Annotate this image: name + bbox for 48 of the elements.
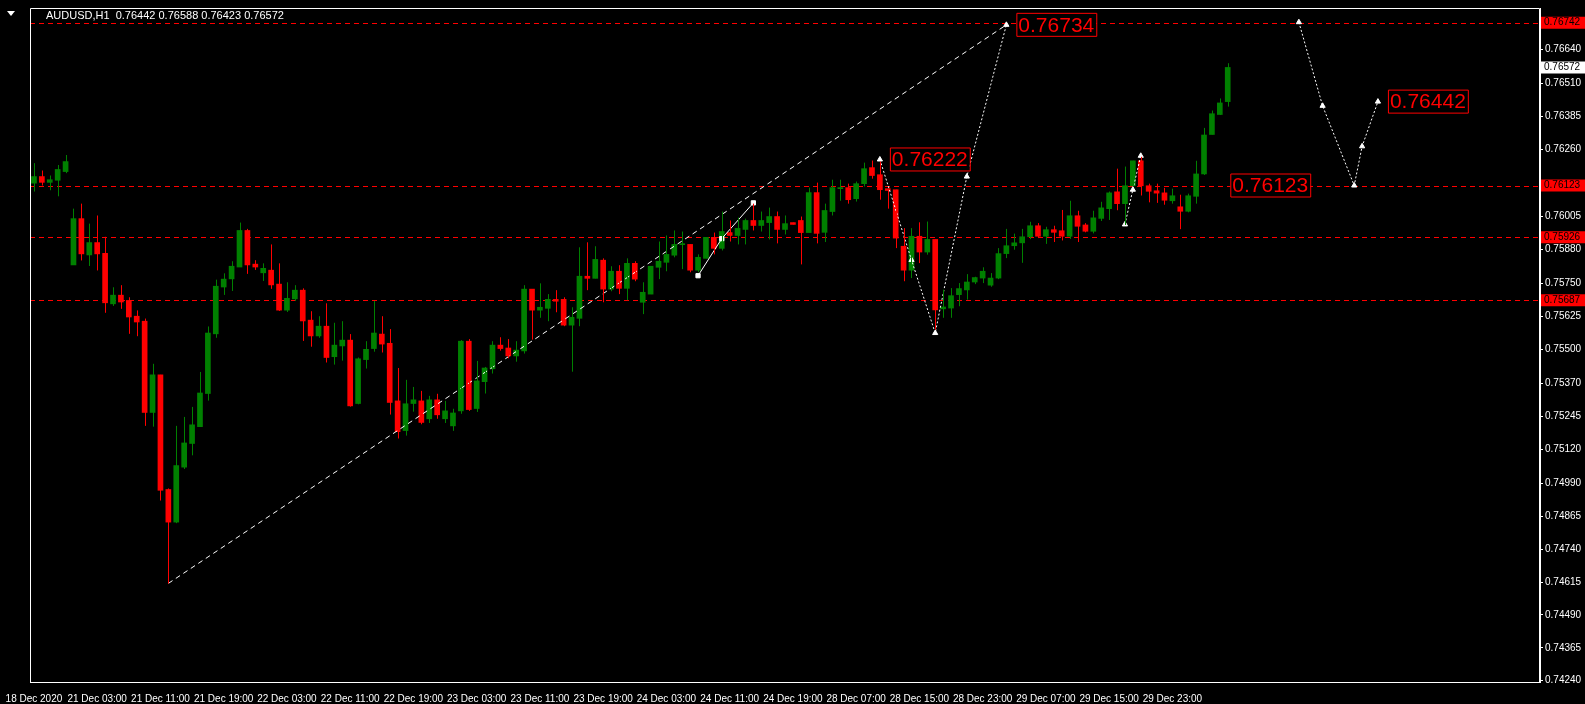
x-tick-label: 21 Dec 11:00 xyxy=(131,692,191,704)
y-tick-label: 0.75880 xyxy=(1545,243,1582,255)
ref-line-label: 0.76123 xyxy=(1544,179,1581,191)
x-tick-label: 29 Dec 15:00 xyxy=(1079,692,1140,704)
annotation: 0.76123 xyxy=(1232,173,1309,197)
x-tick-label: 24 Dec 11:00 xyxy=(700,692,760,704)
x-tick-label: 29 Dec 07:00 xyxy=(1016,692,1077,704)
y-tick-label: 0.74365 xyxy=(1545,641,1582,653)
x-tick-label: 23 Dec 03:00 xyxy=(446,692,507,704)
chart-title: AUDUSD,H1 0.76442 0.76588 0.76423 0.76572 xyxy=(46,9,284,22)
y-tick-label: 0.75750 xyxy=(1545,277,1582,289)
x-tick-label: 21 Dec 19:00 xyxy=(193,692,254,704)
y-tick-label: 0.76385 xyxy=(1545,110,1582,122)
y-tick-label: 0.74865 xyxy=(1545,510,1582,522)
y-tick-label: 0.76005 xyxy=(1545,210,1582,222)
x-tick-label: 24 Dec 03:00 xyxy=(636,692,697,704)
x-tick-label: 18 Dec 2020 xyxy=(5,692,63,704)
y-tick-label: 0.74240 xyxy=(1545,674,1582,686)
x-tick-label: 23 Dec 11:00 xyxy=(510,692,570,704)
y-tick-label: 0.74990 xyxy=(1545,477,1582,489)
y-tick-label: 0.76510 xyxy=(1545,77,1582,89)
x-tick-label: 28 Dec 23:00 xyxy=(952,692,1013,704)
y-tick-label: 0.74615 xyxy=(1545,575,1582,587)
annotation: 0.76734 xyxy=(1018,12,1095,36)
y-tick-label: 0.75245 xyxy=(1545,410,1582,422)
text: 0.76572 xyxy=(1544,61,1581,73)
x-tick-label: 28 Dec 15:00 xyxy=(889,692,950,704)
ref-line-label: 0.75687 xyxy=(1544,293,1581,305)
y-tick-label: 0.74490 xyxy=(1545,608,1582,620)
ref-line-label: 0.76742 xyxy=(1544,16,1581,28)
x-tick-label: 21 Dec 03:00 xyxy=(67,692,128,704)
y-tick-label: 0.75625 xyxy=(1545,310,1582,322)
x-tick-label: 23 Dec 19:00 xyxy=(573,692,634,704)
x-tick-label: 28 Dec 07:00 xyxy=(826,692,887,704)
y-tick-label: 0.76640 xyxy=(1545,43,1582,55)
y-tick-label: 0.75500 xyxy=(1545,343,1582,355)
x-tick-label: 22 Dec 03:00 xyxy=(257,692,318,704)
y-tick-label: 0.74740 xyxy=(1545,542,1582,554)
y-tick-label: 0.75120 xyxy=(1545,443,1582,455)
x-tick-label: 22 Dec 19:00 xyxy=(383,692,444,704)
x-tick-label: 29 Dec 23:00 xyxy=(1142,692,1203,704)
ref-line-label: 0.75926 xyxy=(1544,231,1581,243)
y-tick-label: 0.75370 xyxy=(1545,377,1582,389)
annotation: 0.76222 xyxy=(891,147,968,171)
x-tick-label: 22 Dec 11:00 xyxy=(320,692,380,704)
x-tick-label: 24 Dec 19:00 xyxy=(763,692,824,704)
annotation: 0.76442 xyxy=(1389,89,1466,113)
y-tick-label: 0.76260 xyxy=(1545,143,1582,155)
